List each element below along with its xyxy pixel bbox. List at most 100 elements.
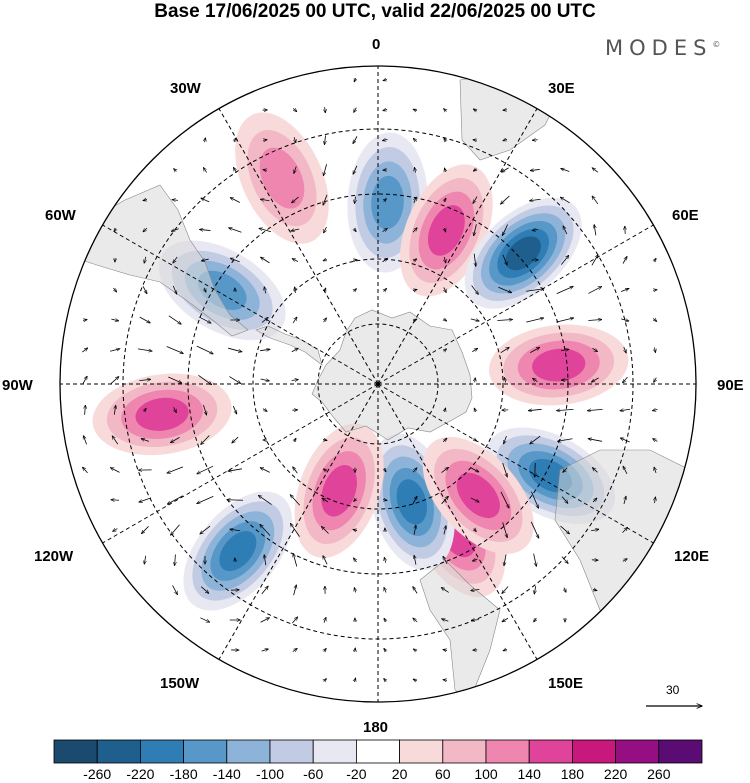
wind-arrow	[201, 259, 209, 261]
wind-arrow	[173, 256, 178, 263]
anomaly-contour	[259, 147, 305, 209]
wind-arrow	[414, 525, 416, 535]
wind-arrow	[475, 378, 476, 383]
anomaly-blob	[422, 436, 534, 554]
wind-arrow	[624, 346, 627, 353]
wind-vectors	[82, 78, 657, 682]
wind-arrow	[443, 319, 446, 321]
wind-arrow	[354, 228, 356, 231]
wind-arrow	[652, 290, 657, 291]
wind-arrow	[384, 468, 386, 472]
wind-arrow	[503, 110, 508, 111]
lon-label-30w: 30W	[170, 80, 201, 97]
wind-arrow	[620, 438, 630, 443]
wind-arrow	[110, 468, 120, 473]
wind-arrow	[587, 409, 603, 410]
wind-arrow	[592, 498, 597, 503]
map-title: Base 17/06/2025 00 UTC, valid 22/06/2025…	[154, 1, 596, 22]
colorbar-tick-label: -20	[346, 766, 367, 782]
wind-arrow	[260, 349, 270, 350]
wind-arrow	[474, 224, 477, 236]
anomaly-shading	[92, 112, 629, 611]
anomaly-contour	[456, 472, 500, 519]
lon-label-30e: 30E	[548, 80, 575, 97]
anomaly-blob	[92, 373, 232, 456]
meridian-line	[218, 108, 379, 385]
new-zealand-land	[419, 559, 501, 701]
wind-arrow	[501, 167, 509, 172]
wind-arrow	[653, 319, 656, 322]
lon-label-90w: 90W	[2, 377, 33, 394]
wind-arrow	[498, 286, 511, 292]
wind-arrow	[322, 440, 327, 441]
wind-arrow	[497, 320, 512, 321]
wind-arrow	[324, 648, 326, 651]
wind-arrow	[323, 259, 327, 261]
wind-arrow	[474, 408, 476, 412]
anomaly-blob	[235, 112, 329, 244]
lon-label-180: 180	[363, 719, 389, 736]
wind-arrow	[592, 168, 599, 173]
wind-arrow	[227, 347, 242, 352]
wind-arrow	[624, 496, 626, 504]
wind-arrow	[172, 585, 178, 594]
wind-arrow	[383, 289, 386, 292]
wind-arrow	[504, 378, 505, 383]
wind-arrow	[445, 168, 446, 173]
wind-arrow	[592, 589, 597, 590]
wind-arrow	[354, 107, 357, 113]
vector-scale-label: 30	[666, 683, 680, 697]
latitude-circle	[252, 258, 504, 510]
wind-arrow	[564, 587, 566, 593]
wind-arrow	[563, 467, 568, 473]
wind-arrow	[354, 196, 355, 204]
wind-arrow	[234, 138, 236, 143]
colorbar-swatch	[312, 739, 357, 764]
antarctica-land	[311, 309, 473, 441]
wind-arrow	[112, 436, 119, 445]
wind-arrow	[355, 648, 356, 653]
wind-arrow	[473, 109, 476, 111]
colorbar-tick-label: -220	[126, 766, 155, 782]
wind-arrow	[203, 168, 207, 173]
landmass	[61, 69, 696, 701]
wind-arrow	[293, 467, 298, 474]
wind-arrow	[442, 438, 447, 441]
colorbar-swatch	[528, 739, 573, 764]
wind-arrow	[444, 287, 447, 292]
wind-arrow	[502, 462, 508, 477]
wind-arrow	[444, 257, 446, 263]
wind-arrow	[261, 257, 270, 264]
wind-arrow	[560, 255, 568, 265]
wind-arrow	[110, 349, 120, 352]
wind-arrow	[261, 318, 268, 323]
wind-arrow	[167, 495, 183, 504]
wind-arrow	[413, 259, 417, 261]
wind-arrow	[470, 497, 479, 502]
wind-arrow	[353, 289, 356, 292]
wind-arrow	[592, 468, 598, 473]
wind-arrow	[653, 439, 658, 442]
wind-arrow	[290, 495, 301, 506]
wind-arrow	[530, 521, 539, 538]
wind-arrow	[502, 254, 507, 265]
wind-arrow	[82, 376, 87, 385]
wind-arrow	[620, 288, 629, 292]
wind-arrow	[292, 259, 299, 262]
wind-arrow	[144, 408, 146, 411]
wind-arrow	[291, 380, 299, 381]
wind-arrow	[441, 467, 449, 473]
colorbar-swatch	[53, 739, 98, 764]
wind-arrow	[137, 348, 152, 351]
wind-arrow	[174, 169, 177, 172]
wind-arrow	[144, 555, 145, 564]
anomaly-contour	[427, 205, 465, 256]
anomaly-contour	[396, 479, 428, 525]
wind-arrow	[324, 679, 327, 682]
wind-arrow	[471, 285, 479, 295]
anomaly-contour	[321, 464, 357, 517]
wind-arrow	[354, 78, 356, 82]
wind-arrow	[205, 138, 206, 143]
wind-arrow	[556, 318, 573, 323]
wind-arrow	[258, 495, 272, 505]
